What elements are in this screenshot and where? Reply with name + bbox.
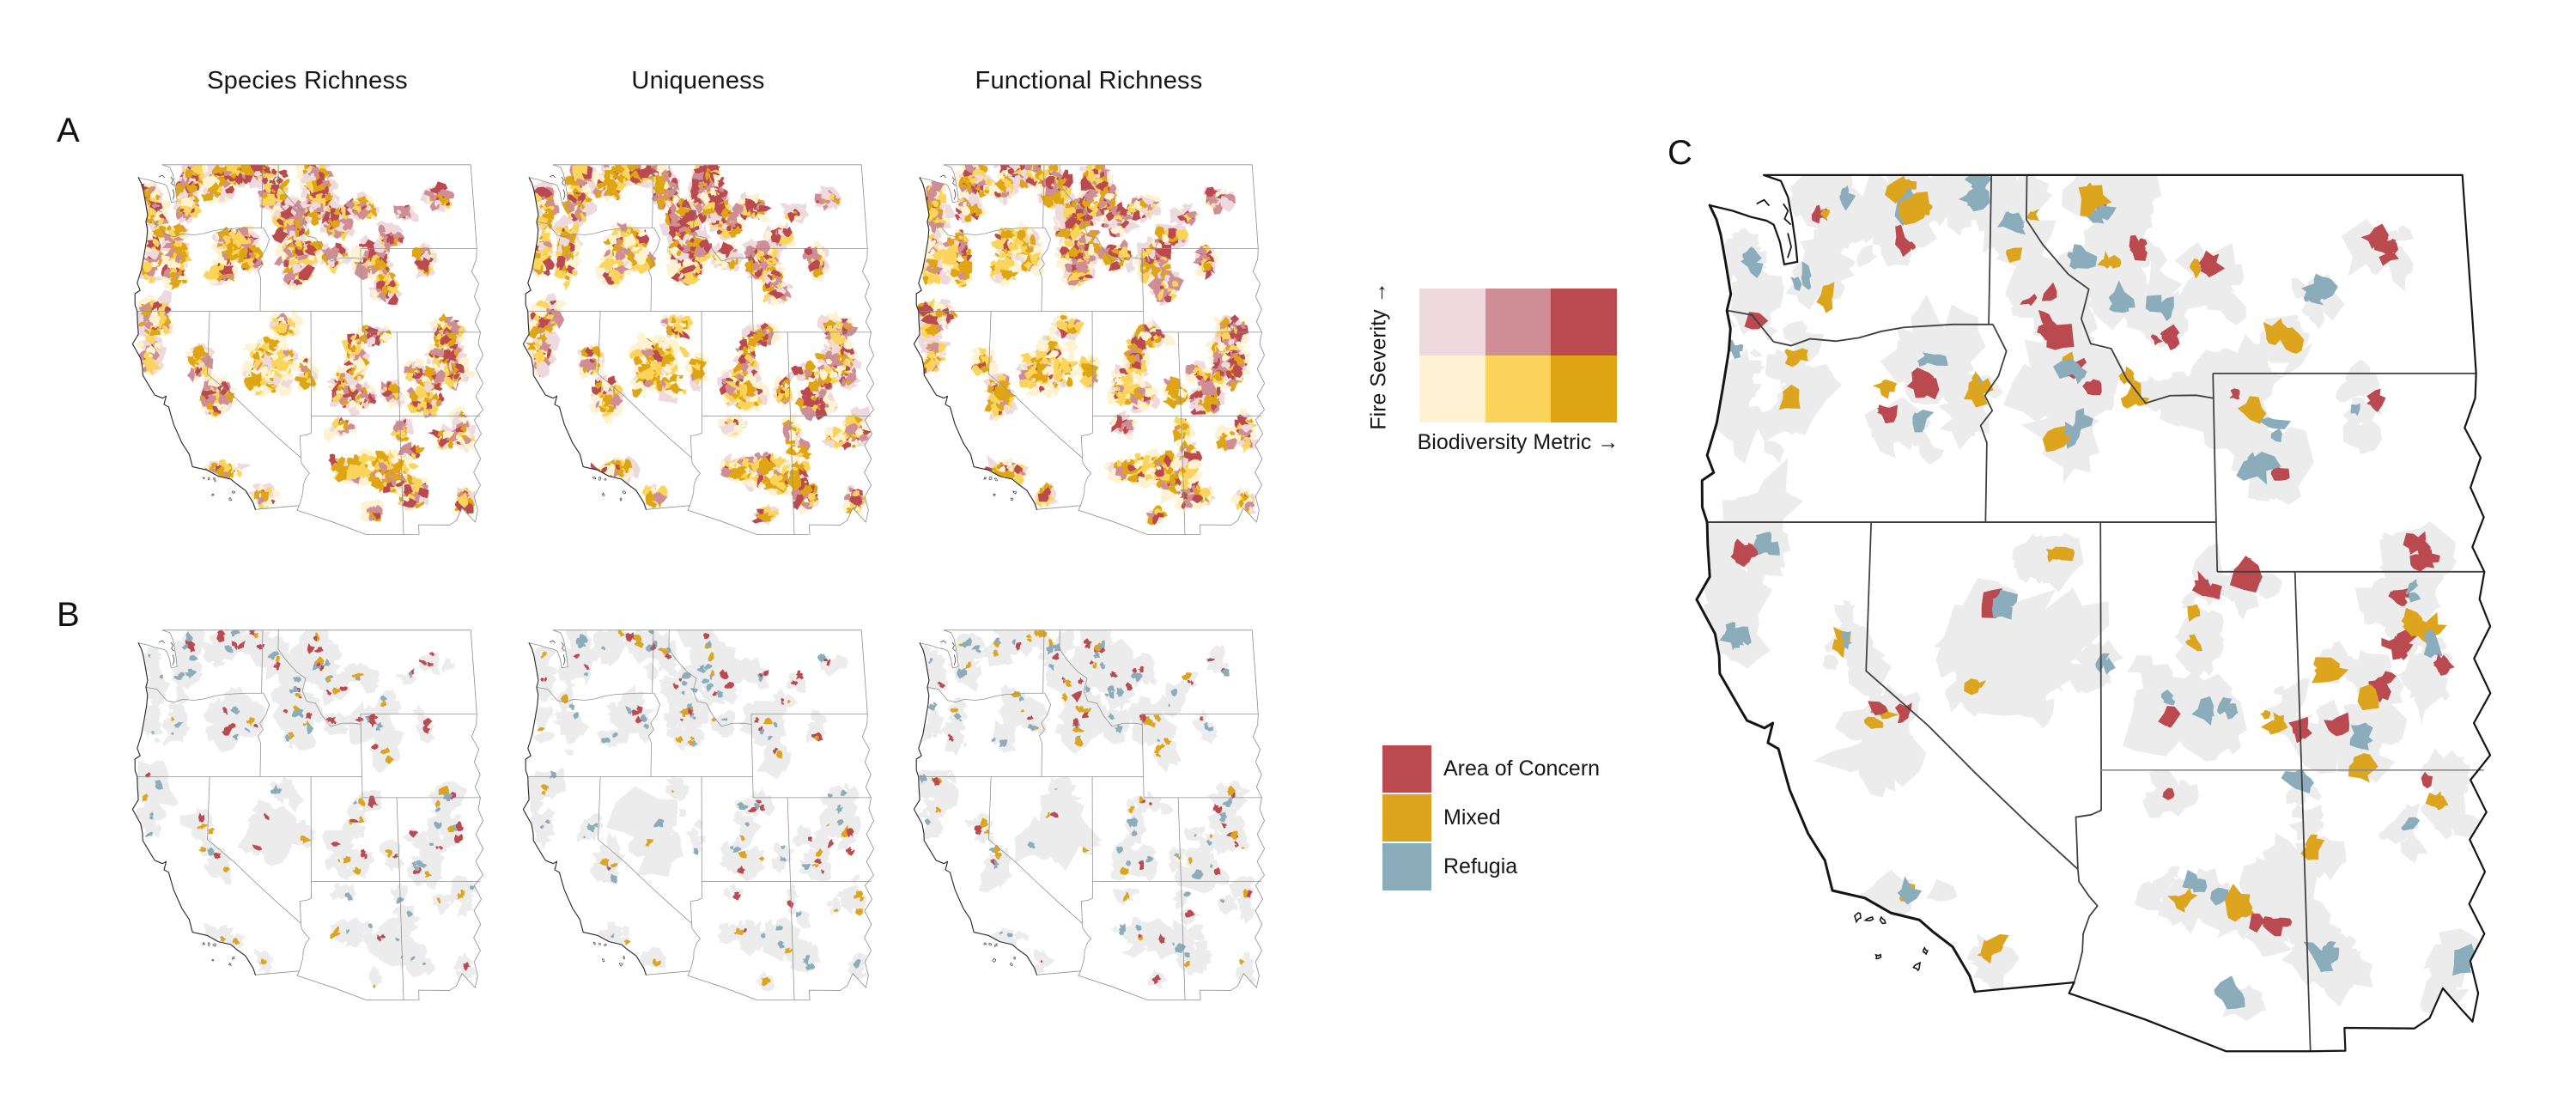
map-uniqueness-classified bbox=[522, 629, 875, 1001]
bivariate-legend-y-axis: Fire Severity → bbox=[1362, 282, 1396, 429]
bivariate-legend-grid bbox=[1419, 289, 1617, 422]
legend-swatch-refugia bbox=[1382, 843, 1431, 890]
legend-item-refugia: Refugia bbox=[1382, 843, 1600, 890]
bivariate-cell-r1-c1 bbox=[1485, 356, 1552, 422]
legend-label-refugia: Refugia bbox=[1443, 854, 1518, 878]
biodiversity-metric-axis-label: Biodiversity Metric → bbox=[1417, 430, 1619, 454]
bivariate-cell-r0-c0 bbox=[1419, 289, 1485, 356]
column-title-uniqueness: Uniqueness bbox=[631, 67, 765, 94]
column-title-species-richness: Species Richness bbox=[207, 67, 408, 94]
legend-label-area-of-concern: Area of Concern bbox=[1443, 757, 1601, 781]
map-functional-richness-bivariate bbox=[913, 164, 1266, 536]
bivariate-cell-r1-c2 bbox=[1551, 356, 1617, 422]
bivariate-cell-r0-c2 bbox=[1551, 289, 1617, 356]
legend-swatch-mixed bbox=[1382, 794, 1431, 842]
classification-legend: Area of Concern Mixed Refugia bbox=[1382, 745, 1600, 892]
legend-label-mixed: Mixed bbox=[1443, 805, 1501, 830]
map-species-richness-classified bbox=[131, 629, 484, 1001]
legend-item-area-of-concern: Area of Concern bbox=[1382, 745, 1600, 793]
fire-severity-axis-label: Fire Severity → bbox=[1366, 281, 1391, 430]
panel-c-label: C bbox=[1668, 134, 1692, 172]
panel-b-label: B bbox=[57, 596, 80, 634]
map-combined-classified bbox=[1695, 173, 2492, 1053]
bivariate-cell-r0-c1 bbox=[1485, 289, 1552, 356]
map-functional-richness-classified bbox=[913, 629, 1266, 1001]
map-species-richness-bivariate bbox=[131, 164, 484, 536]
map-uniqueness-bivariate bbox=[522, 164, 875, 536]
bivariate-cell-r1-c0 bbox=[1419, 356, 1485, 422]
panel-a-label: A bbox=[57, 112, 80, 149]
column-title-functional-richness: Functional Richness bbox=[975, 67, 1203, 94]
legend-item-mixed: Mixed bbox=[1382, 794, 1600, 842]
legend-swatch-area-of-concern bbox=[1382, 745, 1431, 793]
